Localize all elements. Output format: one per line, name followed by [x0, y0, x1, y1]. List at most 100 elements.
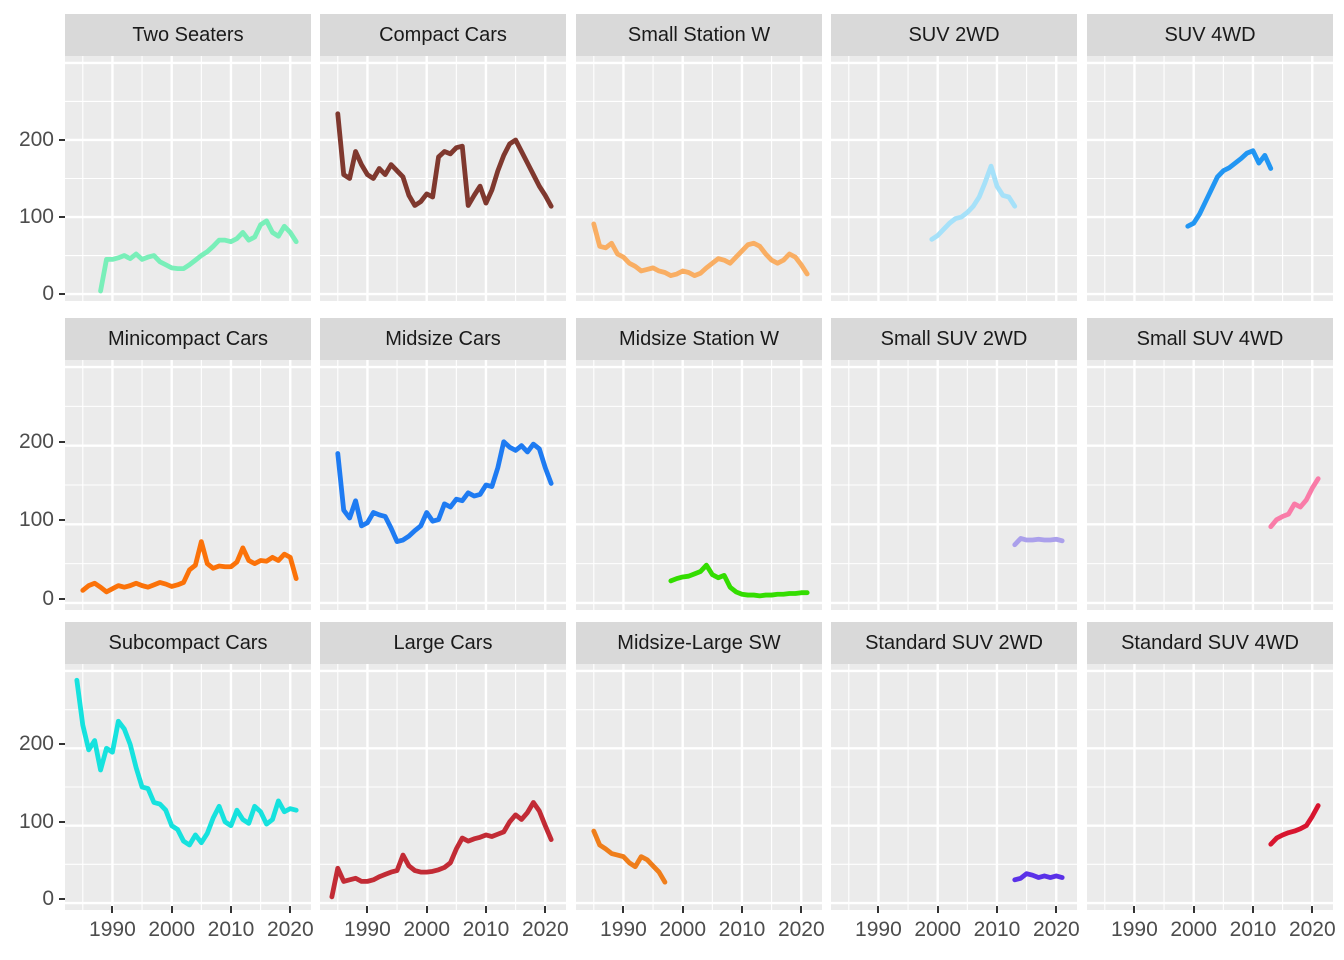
series-line	[1012, 536, 1065, 548]
facet-panel	[1087, 664, 1333, 910]
y-axis-tick-mark	[59, 293, 65, 296]
facet-standard-suv-4wd: Standard SUV 4WD	[1087, 622, 1333, 910]
x-axis-tick-mark	[622, 906, 625, 913]
x-axis-tick-mark	[230, 906, 232, 913]
facet-large-cars: Large Cars	[320, 622, 566, 910]
facet-compact-cars: Compact Cars	[320, 14, 566, 301]
line-chart-svg	[1087, 360, 1333, 610]
facet-strip: Small Station W	[576, 14, 822, 56]
line-chart-svg	[576, 56, 822, 301]
x-axis-tick-label: 2010	[1229, 918, 1277, 941]
line-chart-svg	[65, 56, 311, 301]
line-chart-svg	[576, 360, 822, 610]
series-line	[329, 800, 554, 900]
facet-panel	[1087, 360, 1333, 610]
x-axis-tick-label: 1990	[600, 918, 647, 941]
facet-subcompact-cars: Subcompact Cars	[65, 622, 311, 910]
y-axis-tick-label: 100	[18, 205, 54, 228]
x-axis-tick-mark	[544, 906, 547, 913]
line-chart-svg	[65, 664, 311, 910]
series-line	[74, 677, 299, 848]
y-axis-tick-mark	[59, 519, 65, 522]
facet-strip: Compact Cars	[320, 14, 566, 56]
y-axis-tick-mark	[59, 139, 65, 141]
facet-strip-label: Minicompact Cars	[107, 327, 269, 350]
facet-panel	[320, 360, 566, 610]
line-chart-svg	[65, 360, 311, 610]
x-axis-tick-label: 2000	[148, 918, 196, 941]
x-axis-tick-label: 1990	[855, 918, 902, 941]
x-axis-tick-mark	[741, 906, 743, 913]
y-axis-tick-label: 0	[42, 282, 54, 306]
x-axis-tick-mark	[366, 906, 369, 913]
x-axis-tick-label: 1990	[1111, 918, 1158, 941]
x-axis-tick-label: 2000	[914, 918, 962, 941]
x-axis-tick-label: 2000	[659, 918, 707, 941]
y-axis-tick-label: 100	[18, 809, 54, 833]
line-chart-svg	[831, 664, 1077, 910]
series-line	[98, 218, 299, 294]
x-axis-tick-mark	[996, 906, 998, 913]
facet-panel	[831, 664, 1077, 910]
facet-strip-label: Compact Cars	[379, 23, 507, 46]
facet-strip: Small SUV 2WD	[831, 318, 1077, 360]
x-axis-tick-mark	[1252, 906, 1254, 913]
facet-strip: SUV 2WD	[831, 14, 1077, 56]
x-axis-tick-mark	[1055, 906, 1058, 913]
facet-small-suv-4wd: Small SUV 4WD	[1087, 318, 1333, 610]
x-axis-tick-label: 2020	[777, 918, 825, 941]
facet-midsize-large-sw: Midsize-Large SW	[576, 622, 822, 910]
series-line	[335, 111, 554, 209]
facet-strip: Two Seaters	[65, 14, 311, 56]
series-line	[80, 539, 299, 595]
x-axis-tick-label: 2020	[1288, 918, 1336, 941]
facet-small-suv-2wd: Small SUV 2WD	[831, 318, 1077, 610]
facet-panel	[831, 360, 1077, 610]
facet-panel	[576, 664, 822, 910]
facet-strip-label: Midsize-Large SW	[617, 631, 781, 654]
x-axis-tick-label: 1990	[89, 918, 136, 941]
facet-strip-label: SUV 4WD	[1164, 23, 1256, 46]
x-axis-tick-mark	[425, 906, 428, 913]
facet-strip: Midsize Cars	[320, 318, 566, 360]
x-axis-tick-mark	[681, 906, 684, 913]
y-axis-tick-mark	[59, 743, 65, 746]
x-axis-tick-label: 2000	[403, 918, 451, 941]
facet-strip-label: Standard SUV 2WD	[865, 631, 1043, 654]
facet-strip: Small SUV 4WD	[1087, 318, 1333, 360]
series-line	[1268, 803, 1321, 847]
facet-midsize-cars: Midsize Cars	[320, 318, 566, 610]
x-axis-tick-label: 2010	[718, 918, 766, 941]
y-axis-tick-label: 0	[42, 887, 54, 910]
x-axis-tick-mark	[877, 906, 880, 913]
facet-panel	[65, 664, 311, 910]
series-line	[1012, 871, 1065, 883]
y-axis-tick-mark	[59, 440, 65, 443]
facet-panel	[576, 360, 822, 610]
facet-strip-label: SUV 2WD	[908, 23, 1000, 46]
facet-strip: Midsize-Large SW	[576, 622, 822, 664]
facet-panel	[1087, 56, 1333, 301]
facet-strip-label: Small Station W	[627, 23, 771, 46]
line-chart-svg	[831, 56, 1077, 301]
series-line	[1268, 476, 1321, 530]
y-axis-tick-label: 200	[18, 732, 54, 756]
series-line	[335, 439, 554, 545]
facet-strip-label: Midsize Station W	[618, 327, 780, 350]
x-axis-tick-label: 2010	[207, 918, 255, 941]
facet-suv-2wd: SUV 2WD	[831, 14, 1077, 301]
x-axis-tick-mark	[800, 906, 803, 913]
facet-strip: SUV 4WD	[1087, 14, 1333, 56]
series-line	[668, 562, 810, 599]
y-axis-tick-label: 200	[18, 429, 54, 453]
x-axis-tick-mark	[485, 906, 487, 913]
facet-standard-suv-2wd: Standard SUV 2WD	[831, 622, 1077, 910]
x-axis-tick-mark	[1133, 906, 1136, 913]
line-chart-svg	[1087, 56, 1333, 301]
facet-strip-label: Subcompact Cars	[108, 631, 268, 654]
x-axis-tick-mark	[936, 906, 939, 913]
series-line	[591, 828, 668, 885]
facet-panel	[576, 56, 822, 301]
y-axis-tick-mark	[59, 216, 65, 218]
